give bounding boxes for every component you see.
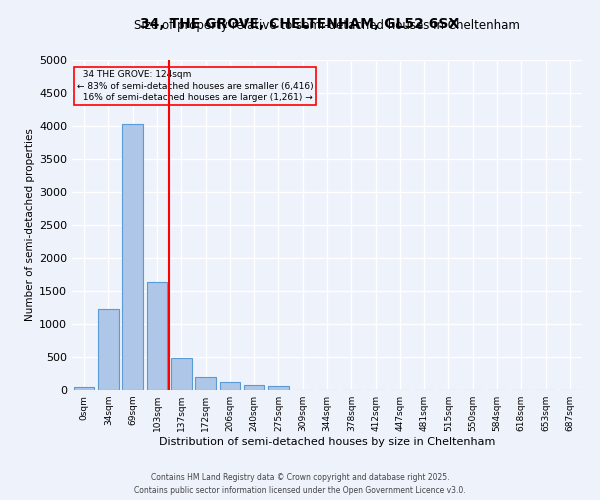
Bar xyxy=(74,388,94,390)
Y-axis label: Number of semi-detached properties: Number of semi-detached properties xyxy=(25,128,35,322)
Text: 34 THE GROVE: 124sqm
← 83% of semi-detached houses are smaller (6,416)
  16% of : 34 THE GROVE: 124sqm ← 83% of semi-detac… xyxy=(77,70,314,102)
Bar xyxy=(220,382,240,390)
Text: 34, THE GROVE, CHELTENHAM, GL52 6SX: 34, THE GROVE, CHELTENHAM, GL52 6SX xyxy=(140,18,460,32)
Bar xyxy=(268,386,289,390)
Bar xyxy=(146,282,167,390)
Bar xyxy=(171,358,191,390)
Title: Size of property relative to semi-detached houses in Cheltenham: Size of property relative to semi-detach… xyxy=(134,20,520,32)
Bar xyxy=(244,385,265,390)
X-axis label: Distribution of semi-detached houses by size in Cheltenham: Distribution of semi-detached houses by … xyxy=(159,437,495,447)
Bar xyxy=(98,309,119,390)
Text: Contains HM Land Registry data © Crown copyright and database right 2025.
Contai: Contains HM Land Registry data © Crown c… xyxy=(134,474,466,495)
Bar xyxy=(122,124,143,390)
Bar xyxy=(195,377,216,390)
